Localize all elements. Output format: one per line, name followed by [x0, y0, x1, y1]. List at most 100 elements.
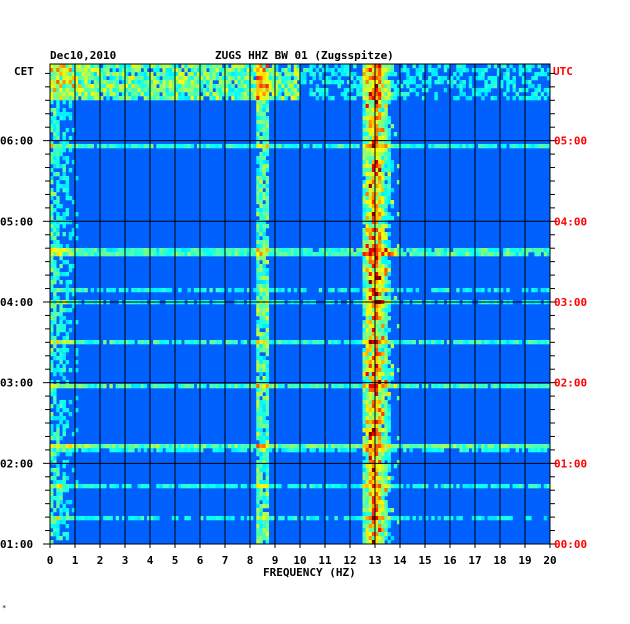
- spectrogram-cell: [325, 76, 329, 81]
- spectrogram-cell: [56, 452, 60, 457]
- spectrogram-cell: [375, 264, 379, 269]
- spectrogram-cell: [259, 64, 263, 69]
- spectrogram-cell: [87, 64, 91, 69]
- spectrogram-cell: [546, 92, 551, 97]
- spectrogram-cell: [375, 220, 379, 225]
- spectrogram-cell: [265, 204, 270, 209]
- spectrogram-cell: [50, 260, 54, 265]
- spectrogram-cell: [384, 372, 388, 377]
- spectrogram-cell: [368, 456, 373, 461]
- spectrogram-cell: [362, 364, 366, 369]
- spectrogram-cell: [512, 484, 516, 489]
- spectrogram-cell: [446, 80, 451, 85]
- spectrogram-cell: [187, 64, 191, 69]
- spectrogram-cell: [71, 228, 76, 233]
- spectrogram-cell: [265, 252, 270, 257]
- spectrogram-cell: [262, 524, 266, 529]
- x-tick-label: 18: [493, 554, 506, 567]
- spectrogram-cell: [375, 240, 379, 245]
- spectrogram-cell: [287, 144, 291, 149]
- spectrogram-cell: [368, 392, 373, 397]
- spectrogram-cell: [71, 508, 76, 513]
- spectrogram-cell: [528, 80, 532, 85]
- x-tick-label: 5: [172, 554, 179, 567]
- spectrogram-cell: [387, 152, 391, 157]
- spectrogram-cell: [378, 516, 382, 521]
- utc-tick-label: 02:00: [554, 377, 587, 390]
- spectrogram-cell: [143, 144, 148, 149]
- spectrogram-cell: [93, 248, 98, 253]
- spectrogram-cell: [271, 64, 276, 69]
- spectrogram-cell: [384, 392, 388, 397]
- spectrogram-cell: [368, 416, 373, 421]
- spectrogram-cell: [259, 536, 263, 541]
- spectrogram-cell: [362, 468, 366, 473]
- spectrogram-cell: [540, 72, 545, 77]
- spectrogram-cell: [387, 412, 391, 417]
- spectrogram-cell: [215, 76, 220, 81]
- spectrogram-cell: [134, 252, 138, 257]
- spectrogram-cell: [275, 248, 279, 253]
- spectrogram-cell: [518, 72, 523, 77]
- spectrogram-cell: [56, 180, 60, 185]
- spectrogram-cell: [359, 88, 363, 93]
- spectrogram-cell: [65, 536, 70, 541]
- spectrogram-cell: [387, 100, 391, 105]
- spectrogram-cell: [262, 68, 266, 73]
- spectrogram-cell: [231, 448, 235, 453]
- spectrogram-cell: [412, 252, 416, 257]
- spectrogram-cell: [50, 348, 54, 353]
- spectrogram-cell: [256, 528, 260, 533]
- spectrogram-cell: [65, 348, 70, 353]
- spectrogram-cell: [515, 92, 520, 97]
- spectrogram-cell: [140, 340, 145, 345]
- spectrogram-cell: [50, 72, 54, 77]
- spectrogram-cell: [493, 484, 498, 489]
- spectrogram-cell: [371, 404, 376, 409]
- spectrogram-cell: [112, 144, 116, 149]
- spectrogram-cell: [131, 88, 135, 93]
- spectrogram-cell: [103, 252, 107, 257]
- spectrogram-cell: [178, 76, 182, 81]
- spectrogram-cell: [262, 236, 266, 241]
- spectrogram-cell: [206, 444, 210, 449]
- spectrogram-cell: [62, 140, 66, 145]
- spectrogram-cell: [250, 252, 254, 257]
- spectrogram-cell: [259, 228, 263, 233]
- spectrogram-cell: [487, 144, 491, 149]
- spectrogram-cell: [434, 72, 438, 77]
- spectrogram-cell: [121, 64, 126, 69]
- spectrogram-cell: [193, 76, 198, 81]
- spectrogram-cell: [256, 320, 260, 325]
- spectrogram-cell: [284, 80, 288, 85]
- spectrogram-cell: [362, 252, 366, 257]
- spectrogram-cell: [406, 80, 410, 85]
- spectrogram-cell: [143, 92, 148, 97]
- spectrogram-cell: [62, 112, 66, 117]
- spectrogram-cell: [171, 80, 176, 85]
- spectrogram-cell: [250, 484, 254, 489]
- spectrogram-cell: [384, 72, 388, 77]
- spectrogram-cell: [53, 228, 57, 233]
- spectrogram-cell: [381, 316, 385, 321]
- spectrogram-cell: [109, 252, 113, 257]
- spectrogram-cell: [393, 96, 398, 101]
- spectrogram-cell: [365, 180, 370, 185]
- spectrogram-cell: [262, 104, 266, 109]
- spectrogram-cell: [381, 360, 385, 365]
- spectrogram-cell: [262, 408, 266, 413]
- spectrogram-cell: [362, 408, 366, 413]
- spectrogram-cell: [368, 312, 373, 317]
- spectrogram-cell: [53, 248, 57, 253]
- spectrogram-cell: [496, 252, 501, 257]
- spectrogram-cell: [362, 212, 366, 217]
- spectrogram-cell: [350, 288, 354, 293]
- spectrogram-cell: [118, 68, 123, 73]
- spectrogram-cell: [384, 184, 388, 189]
- spectrogram-cell: [365, 324, 370, 329]
- spectrogram-cell: [159, 288, 163, 293]
- spectrogram-cell: [265, 188, 270, 193]
- spectrogram-cell: [200, 96, 204, 101]
- spectrogram-cell: [381, 508, 385, 513]
- spectrogram-cell: [356, 340, 360, 345]
